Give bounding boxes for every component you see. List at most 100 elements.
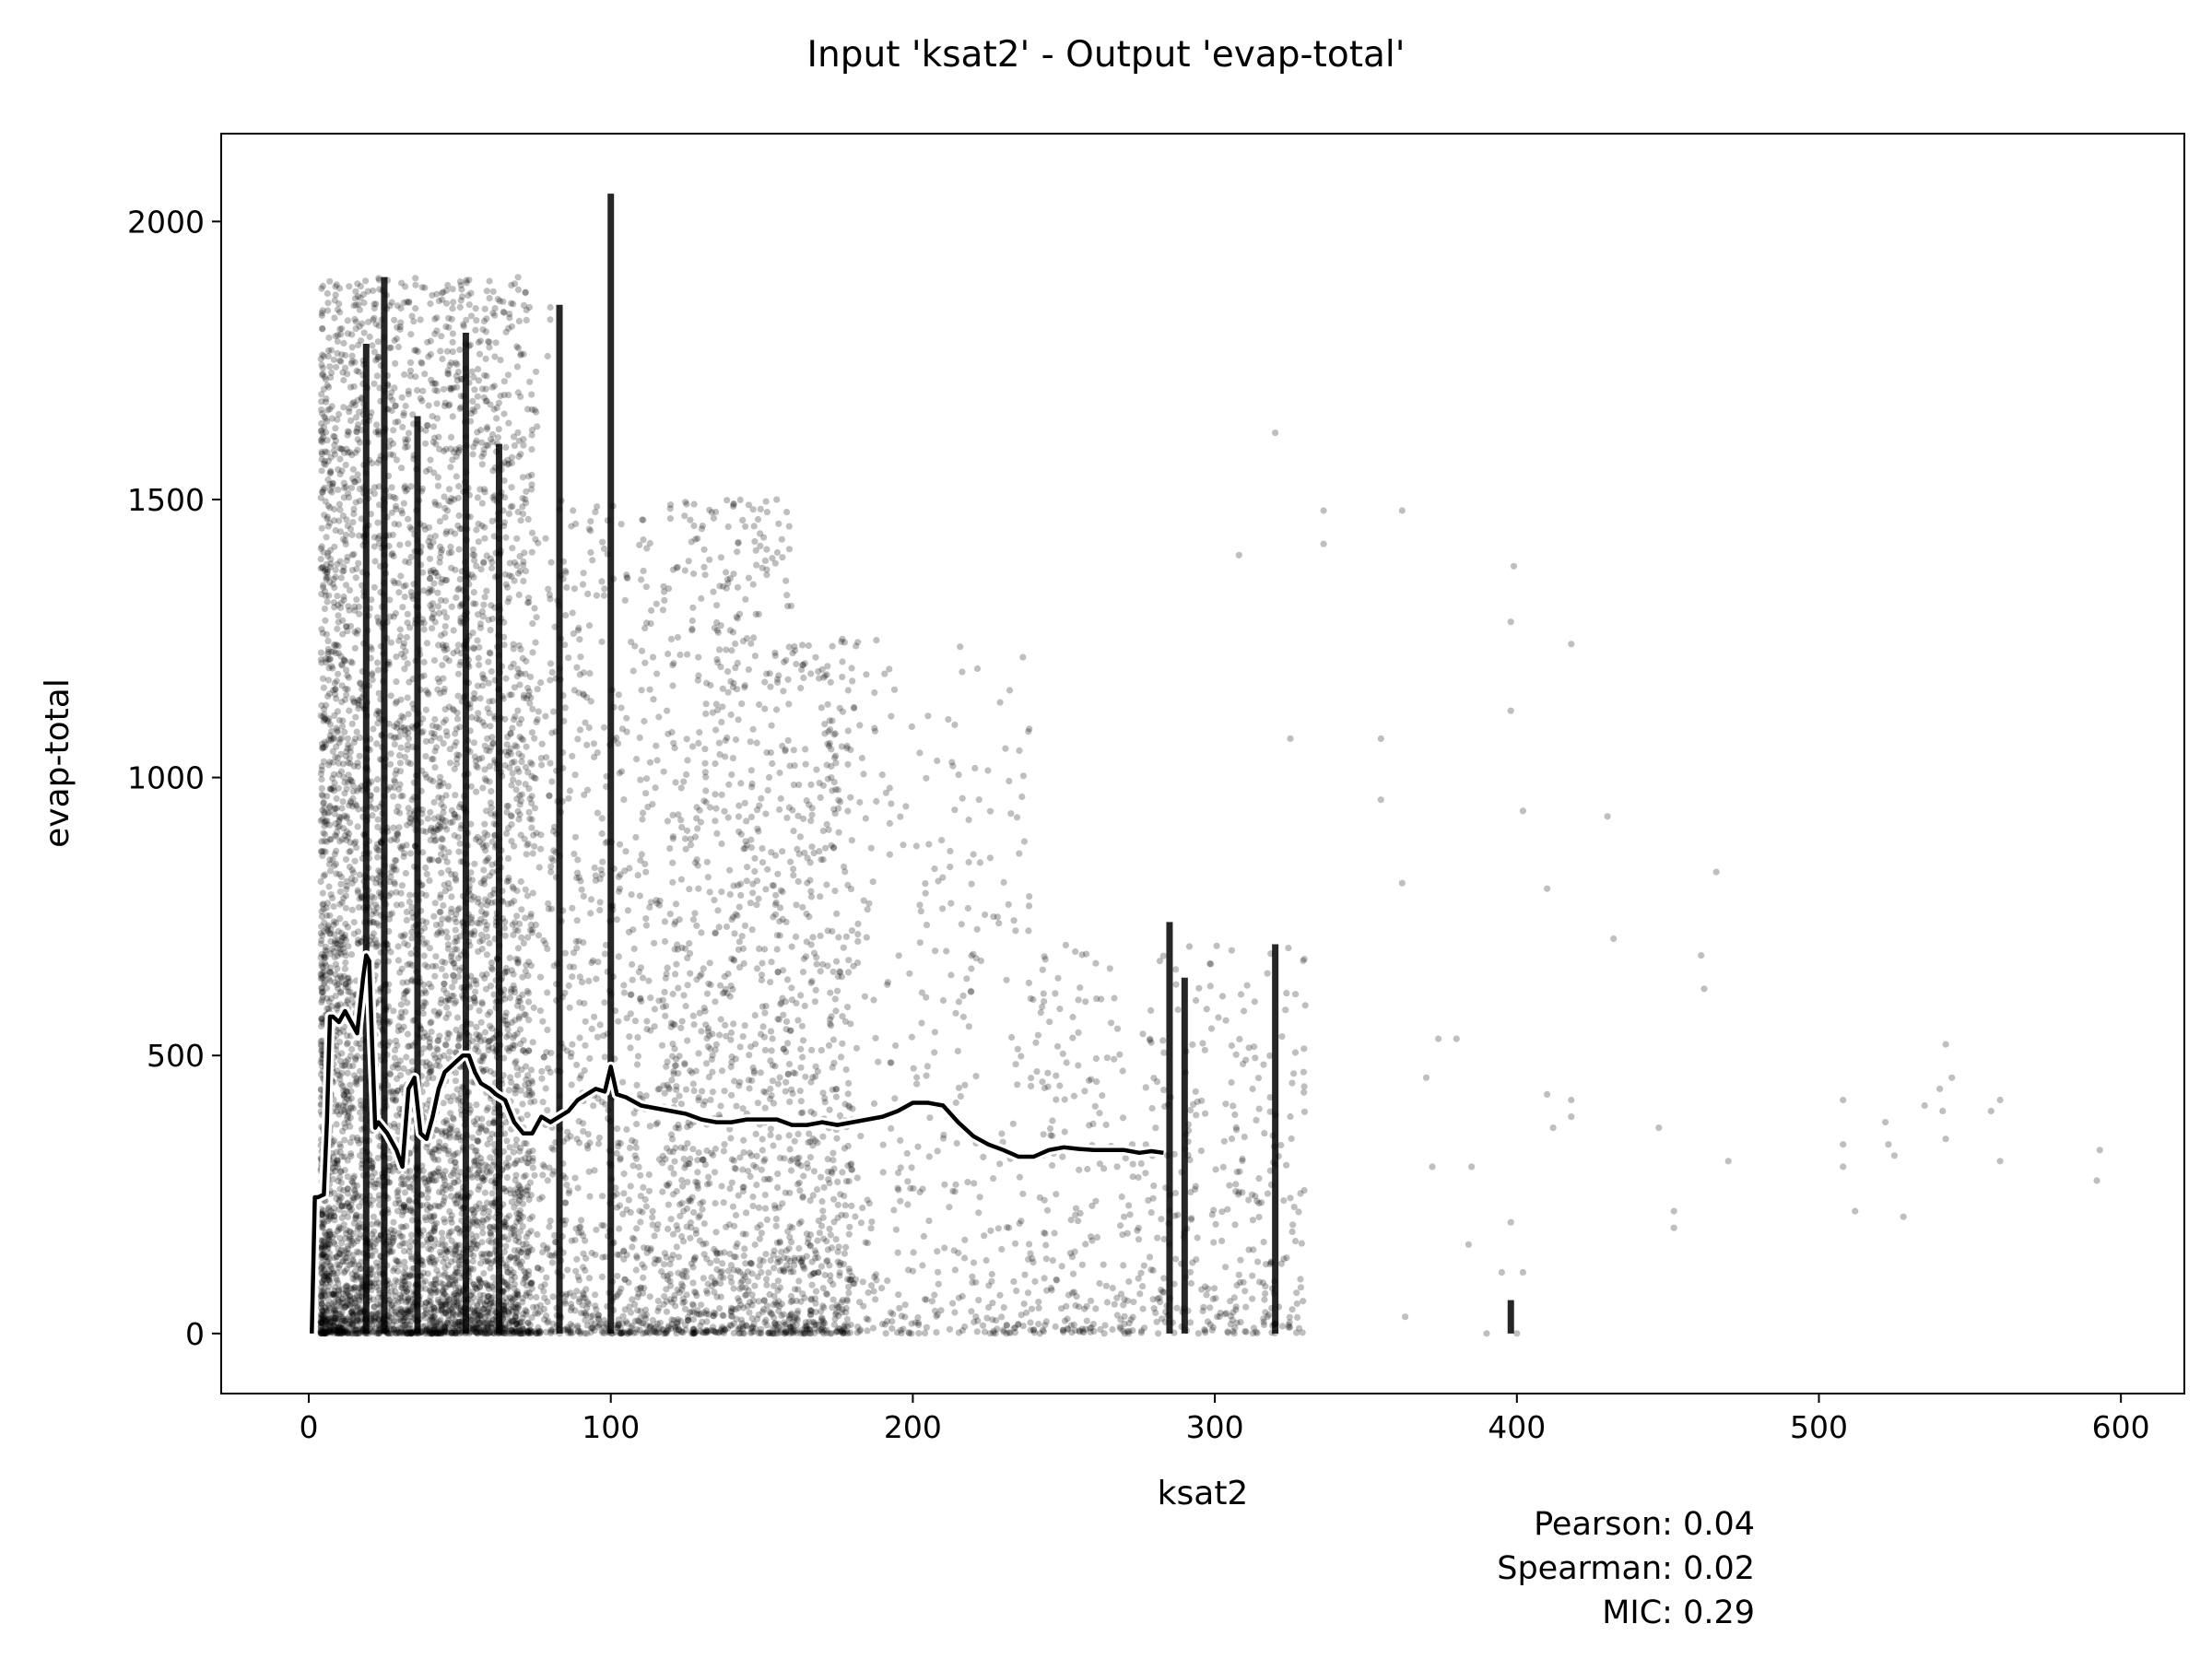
data-point <box>970 950 977 958</box>
data-point <box>439 641 447 649</box>
data-point <box>585 724 593 732</box>
data-point <box>337 1225 345 1232</box>
data-point <box>342 623 350 630</box>
data-point <box>386 783 394 791</box>
data-point <box>1293 1289 1300 1297</box>
data-point <box>692 1178 700 1185</box>
data-point <box>514 945 523 952</box>
data-point <box>775 1320 782 1327</box>
data-point <box>839 658 846 665</box>
data-point <box>324 289 331 298</box>
data-point <box>448 893 455 900</box>
data-point <box>506 1186 513 1194</box>
data-point <box>692 1230 700 1238</box>
data-point <box>707 1259 714 1266</box>
data-point <box>689 1279 697 1287</box>
data-point <box>1282 1006 1289 1014</box>
data-point <box>486 277 493 285</box>
data-point <box>470 931 477 938</box>
data-point <box>598 871 606 878</box>
data-point <box>1228 1041 1235 1050</box>
data-point <box>494 434 502 441</box>
data-point <box>743 1291 750 1299</box>
data-point <box>673 960 680 968</box>
data-point <box>678 944 686 951</box>
data-point <box>395 1324 403 1332</box>
data-point <box>419 387 427 394</box>
data-point <box>505 802 512 810</box>
data-point <box>330 1254 338 1262</box>
data-point <box>789 1318 796 1326</box>
data-point <box>856 722 864 729</box>
data-point <box>345 429 353 436</box>
data-point <box>452 792 459 799</box>
data-point <box>624 907 632 914</box>
data-point <box>456 967 464 974</box>
data-point <box>386 1179 394 1186</box>
data-point <box>480 1270 488 1277</box>
data-point <box>398 394 406 401</box>
data-point <box>1089 1120 1097 1127</box>
data-point <box>446 1229 453 1236</box>
data-point <box>448 871 455 878</box>
data-point <box>400 1023 407 1030</box>
data-point <box>453 1199 461 1206</box>
data-point <box>474 1329 482 1337</box>
data-point <box>830 1157 837 1164</box>
data-point <box>872 1271 880 1278</box>
data-point <box>811 1319 818 1326</box>
data-point <box>813 766 820 773</box>
data-point <box>1278 1323 1287 1330</box>
data-point <box>970 851 977 858</box>
data-point <box>794 1181 802 1188</box>
data-point <box>740 845 747 853</box>
data-point <box>793 1327 800 1335</box>
data-point <box>350 1219 358 1227</box>
data-point <box>500 298 507 305</box>
data-point <box>484 423 491 430</box>
data-point <box>561 1174 569 1182</box>
data-point <box>782 577 790 584</box>
data-point <box>801 1330 809 1337</box>
data-point <box>711 1169 719 1176</box>
data-point <box>829 787 836 794</box>
data-point <box>439 915 446 923</box>
data-point <box>758 1230 766 1237</box>
data-point <box>913 1080 921 1088</box>
data-point <box>727 677 735 686</box>
data-point <box>734 583 742 591</box>
data-point <box>365 318 372 325</box>
data-point <box>514 508 522 516</box>
data-point <box>319 793 326 800</box>
data-point <box>663 1182 670 1189</box>
data-point <box>751 854 759 862</box>
data-point <box>1290 1204 1298 1211</box>
data-point <box>335 1164 342 1171</box>
data-point <box>787 1027 794 1034</box>
data-point <box>429 291 436 299</box>
data-point <box>335 1296 342 1303</box>
data-point <box>613 1204 621 1211</box>
data-point <box>1102 1121 1110 1128</box>
data-point <box>455 904 463 912</box>
data-point <box>1301 1002 1309 1009</box>
data-point <box>477 879 485 887</box>
data-point <box>774 1277 782 1285</box>
data-point <box>357 283 364 290</box>
data-point <box>356 895 363 902</box>
data-point <box>1249 1085 1256 1093</box>
data-point <box>621 596 629 605</box>
data-point <box>426 856 433 864</box>
data-point <box>741 1022 748 1030</box>
data-point <box>524 1112 531 1119</box>
data-point <box>705 1074 713 1081</box>
data-point <box>335 500 343 508</box>
data-point <box>754 825 761 832</box>
data-point <box>649 1316 657 1324</box>
data-point <box>319 901 326 909</box>
data-point <box>832 1007 840 1015</box>
data-point <box>661 1250 669 1257</box>
data-point <box>326 1304 334 1312</box>
data-point <box>670 1317 677 1324</box>
data-point <box>629 1234 637 1241</box>
